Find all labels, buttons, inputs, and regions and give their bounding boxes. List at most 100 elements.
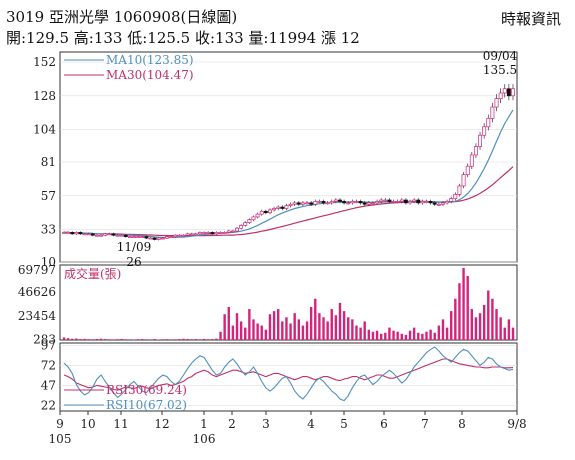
volume-bar: [301, 325, 305, 340]
candle-body: [169, 236, 174, 238]
price-stats: 開:129.5 高:133 低:125.5 收:133 量:11994 漲 12: [6, 29, 360, 47]
volume-bar: [384, 332, 387, 340]
candle-body: [309, 202, 314, 205]
price-tick-label: 57: [41, 189, 56, 203]
legend-label: MA10(123.85): [106, 53, 194, 67]
candle-body: [490, 106, 495, 119]
volume-bar: [87, 339, 90, 340]
price-tick-label: 104: [33, 123, 56, 137]
candle-body: [74, 232, 79, 235]
volume-bar: [215, 338, 218, 340]
rsi10-line: [63, 346, 514, 402]
x-tick-label: 10: [80, 417, 95, 431]
candle-body: [193, 233, 198, 236]
candle-body: [358, 201, 363, 204]
volume-bar: [433, 332, 436, 340]
volume-bar: [388, 327, 391, 340]
data-source: 時報資訊: [500, 10, 561, 28]
candle-body: [338, 199, 342, 202]
candle-body: [218, 232, 223, 234]
volume-bar: [71, 338, 74, 340]
volume-bar: [128, 339, 132, 340]
candle-body: [259, 210, 264, 215]
panel-frame: [59, 342, 518, 412]
volume-bar: [165, 339, 169, 340]
volume-bar: [272, 311, 276, 340]
candle-body: [284, 205, 289, 209]
volume-bar: [182, 338, 185, 340]
candle-body: [321, 201, 326, 204]
volume-bar: [186, 338, 189, 340]
candle-body: [383, 199, 388, 202]
candle-body: [95, 234, 99, 237]
candle-body: [173, 234, 178, 237]
volume-bar: [153, 339, 156, 340]
candle-body: [329, 201, 334, 204]
volume-bar: [363, 321, 366, 340]
candle-body: [428, 201, 433, 204]
candle-body: [412, 199, 417, 202]
candle-body: [399, 199, 404, 202]
volume-bar: [112, 339, 115, 340]
price-tick-label: 10: [41, 255, 56, 269]
candle-body: [148, 237, 153, 240]
candle-body: [103, 233, 108, 236]
candle-body: [239, 225, 244, 229]
volume-bar: [429, 329, 432, 340]
x-tick-label: 9/8: [507, 417, 526, 431]
volume-bar: [359, 327, 362, 340]
volume-bar: [487, 290, 490, 340]
candle-body: [189, 233, 194, 236]
high-date-label: 09/04: [483, 49, 518, 63]
candle-body: [325, 202, 330, 205]
volume-bar: [161, 339, 165, 340]
volume-bar: [256, 323, 259, 340]
candle-body: [387, 199, 392, 202]
candle-body: [206, 232, 211, 234]
volume-bar: [314, 298, 317, 340]
candle-body: [177, 234, 182, 237]
candle-body: [222, 232, 227, 234]
volume-bar: [417, 332, 420, 340]
candle-body: [268, 209, 272, 214]
volume-bar: [108, 339, 111, 340]
volume-bar: [347, 317, 350, 340]
candle-body: [416, 199, 421, 204]
volume-bar: [375, 330, 379, 340]
volume-bar: [342, 311, 346, 340]
candle-body: [62, 232, 66, 234]
candle-body: [379, 199, 384, 202]
volume-bar: [330, 309, 333, 340]
candle-body: [136, 236, 141, 238]
candle-body: [115, 234, 120, 237]
candle-body: [107, 233, 112, 236]
high-value-label: 135.5: [483, 63, 517, 77]
volume-title: 成交量(張): [64, 266, 121, 281]
candle-body: [449, 198, 454, 202]
candle-body: [469, 154, 474, 167]
candle-body: [424, 201, 429, 203]
volume-bar: [474, 317, 478, 340]
candle-body: [292, 202, 297, 205]
rsi-tick-label: 72: [41, 358, 56, 372]
volume-bar: [206, 339, 210, 340]
volume-bar: [227, 306, 230, 340]
x-year-label: 105: [49, 432, 72, 446]
price-tick-label: 81: [41, 155, 56, 169]
candle-body: [251, 216, 256, 221]
candle-body: [123, 234, 128, 237]
volume-bar: [466, 276, 469, 340]
candle-body: [202, 232, 207, 234]
price-tick-label: 33: [41, 223, 56, 237]
candle-body: [152, 237, 157, 240]
volume-bar: [149, 339, 152, 340]
volume-tick-label: 46626: [18, 285, 56, 299]
x-tick-label: 7: [421, 417, 429, 431]
candle-body: [132, 236, 136, 238]
candle-body: [362, 202, 367, 205]
candle-body: [243, 222, 248, 226]
candle-body: [181, 234, 186, 237]
volume-bar: [367, 329, 371, 340]
candle-body: [165, 236, 169, 239]
candle-body: [465, 165, 470, 176]
